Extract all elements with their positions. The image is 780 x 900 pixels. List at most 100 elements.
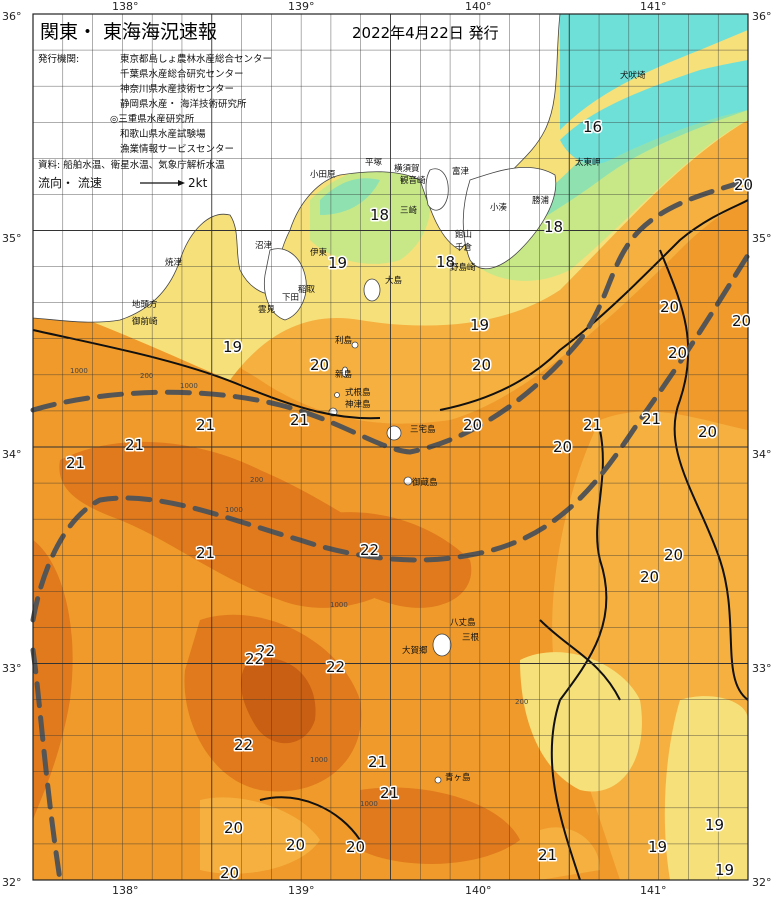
- lat-tick-label: 34°: [752, 448, 772, 461]
- place-label: 大賀郷: [402, 645, 428, 656]
- isotherm-23-areas: [240, 658, 316, 744]
- depth-label: 200: [515, 698, 528, 706]
- isotherm-contours: [32, 199, 749, 881]
- temp-label: 21: [196, 544, 215, 562]
- depth-labels: 1000 200 1000 200 1000 1000 1000 1000 20…: [70, 367, 528, 808]
- temp-label: 20: [220, 864, 239, 882]
- temp-label: 20: [463, 416, 482, 434]
- lat-tick-label: 33°: [2, 662, 22, 675]
- depth-label: 1000: [70, 367, 88, 375]
- depth-label: 1000: [360, 800, 378, 808]
- lat-tick-label: 36°: [752, 10, 772, 23]
- temp-label: 22: [360, 541, 379, 559]
- lat-tick-label: 32°: [752, 876, 772, 889]
- depth-label: 1000: [330, 601, 348, 609]
- temp-label: 19: [223, 338, 242, 356]
- temp-label: 20: [310, 356, 329, 374]
- lon-tick-label: 141°: [640, 0, 667, 13]
- place-label: 伊東: [310, 247, 328, 258]
- temp-label: 20: [553, 438, 572, 456]
- issue-date: 2022年4月22日 発行: [352, 24, 499, 42]
- place-label: 下田: [282, 293, 299, 303]
- temp-label: 21: [125, 436, 144, 454]
- place-label: 横須賀: [394, 163, 420, 174]
- place-label: 三宅島: [410, 424, 436, 435]
- place-label: 新島: [335, 369, 353, 380]
- lon-tick-label: 140°: [465, 884, 492, 897]
- place-label: 式根島: [345, 387, 371, 398]
- issuer-name: 漁業情報サービスセンター: [120, 143, 234, 155]
- place-label: 館山: [455, 229, 472, 240]
- lon-tick-label: 139°: [288, 0, 315, 13]
- longitude-ticks-top: 138° 139° 140° 141°: [112, 0, 667, 13]
- issuer-name: 静岡県水産・ 海洋技術研究所: [120, 98, 247, 110]
- place-label: 千倉: [455, 242, 473, 253]
- issuer-name: 神奈川県水産技術センター: [120, 83, 234, 95]
- current-legend-label: 流向・ 流速: [38, 175, 102, 190]
- longitude-ticks-bottom: 138° 139° 140° 141°: [112, 884, 667, 897]
- place-label: 富津: [452, 166, 470, 177]
- temp-label: 20: [698, 423, 717, 441]
- temp-label: 20: [640, 568, 659, 586]
- place-label: 観音崎: [400, 175, 426, 186]
- temp-label: 21: [642, 410, 661, 428]
- place-label: 三根: [462, 632, 480, 643]
- place-label: 大島: [385, 275, 403, 286]
- temp-label: 20: [472, 356, 491, 374]
- lon-tick-label: 138°: [112, 0, 139, 13]
- lat-tick-label: 35°: [2, 232, 22, 245]
- place-label: 雲見: [258, 305, 276, 315]
- lon-tick-label: 139°: [288, 884, 315, 897]
- place-label: 御蔵島: [412, 477, 438, 488]
- shikinejima-island: [334, 392, 340, 398]
- map-frame: [32, 13, 749, 881]
- place-labels: 犬吠埼 太東岬 勝浦 小湊 館山 千倉 野島崎 富津 平塚 横須賀 観音崎 三崎…: [132, 70, 646, 783]
- temp-label: 21: [380, 784, 399, 802]
- temp-label: 20: [286, 836, 305, 854]
- temp-label: 19: [470, 316, 489, 334]
- place-label: 太東岬: [575, 157, 601, 168]
- issuer-name: ◎三重県水産研究所: [110, 113, 195, 125]
- place-label: 利島: [335, 335, 353, 346]
- temp-label: 21: [66, 454, 85, 472]
- temperature-labels: 16 20 18 18 19 18 20 19 19 20 20 20 20 2…: [65, 117, 755, 884]
- lon-tick-label: 141°: [640, 884, 667, 897]
- temp-label: 21: [196, 416, 215, 434]
- place-label: 青ヶ島: [445, 772, 471, 783]
- place-label: 御前崎: [132, 316, 158, 327]
- temp-label: 18: [544, 218, 563, 236]
- temp-label: 22: [234, 736, 253, 754]
- lat-tick-label: 36°: [2, 10, 22, 23]
- temp-label: 19: [715, 861, 734, 879]
- issuer-name: 千葉県水産総合研究センター: [120, 68, 244, 80]
- temp-label: 19: [705, 816, 724, 834]
- depth-label: 200: [140, 372, 153, 380]
- place-label: 野島崎: [450, 262, 476, 273]
- place-label: 神津島: [345, 399, 371, 410]
- place-label: 稲取: [298, 284, 316, 295]
- miura-peninsula: [425, 168, 449, 211]
- temp-label: 16: [583, 118, 602, 136]
- aogashima-island: [434, 776, 442, 784]
- oshima-island: [363, 278, 381, 302]
- toshima-island: [351, 341, 359, 349]
- place-label: 小田原: [310, 169, 336, 180]
- place-label: 八丈島: [450, 617, 476, 628]
- place-label: 小湊: [490, 202, 508, 213]
- temp-label: 18: [436, 253, 455, 271]
- issuer-name: 和歌山県水産試験場: [120, 128, 206, 140]
- temp-label: 21: [368, 753, 387, 771]
- temp-label: 22: [256, 642, 275, 660]
- temp-label: 20: [732, 312, 751, 330]
- current-legend-value: 2kt: [188, 176, 208, 190]
- place-label: 三崎: [400, 205, 418, 216]
- place-label: 焼津: [165, 257, 183, 268]
- place-label: 勝浦: [532, 195, 550, 206]
- miyakejima-island: [386, 425, 402, 441]
- temp-label: 22: [245, 650, 264, 668]
- depth-label: 200: [250, 476, 263, 484]
- niijima-island: [341, 366, 349, 378]
- temp-label: 21: [538, 846, 557, 864]
- hachijojima-island: [432, 633, 452, 657]
